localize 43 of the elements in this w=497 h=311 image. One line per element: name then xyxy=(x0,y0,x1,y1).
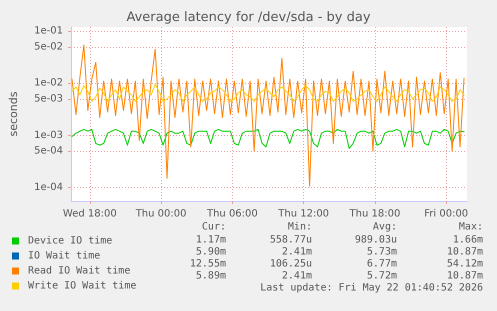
text: 10.87m xyxy=(446,246,483,258)
text: 5.89m xyxy=(196,270,226,282)
x-tick-label: Thu 12:00 xyxy=(277,208,330,220)
x-tick-label: Fri 00:00 xyxy=(424,208,468,220)
text: Last update: Fri May 22 01:40:52 2026 xyxy=(260,282,483,294)
line-series xyxy=(71,84,465,102)
text: 558.77u xyxy=(270,234,312,246)
legend-label: IO Wait time xyxy=(28,250,100,262)
chart-title: Average latency for /dev/sda - by day xyxy=(126,10,371,25)
text: 1.17m xyxy=(196,234,226,246)
legend-label: Read IO Wait time xyxy=(28,266,130,276)
line-series xyxy=(71,44,465,187)
text: 1.66m xyxy=(452,234,483,246)
y-tick-label: 5e-02 xyxy=(34,41,63,52)
legend-label: Device IO time xyxy=(28,236,112,246)
text: Min: xyxy=(288,222,312,232)
text: 54.12m xyxy=(446,258,483,270)
text: 5.73m xyxy=(366,246,397,258)
x-tick-label: Thu 18:00 xyxy=(348,208,400,220)
x-tick-label: Thu 06:00 xyxy=(206,208,258,220)
legend-label: Write IO Wait time xyxy=(28,280,136,292)
y-tick-label: 5e-03 xyxy=(34,93,63,104)
text: Max: xyxy=(458,222,483,232)
x-tick-label: Wed 18:00 xyxy=(62,208,117,220)
text: 106.25u xyxy=(270,258,312,270)
text: 2.41m xyxy=(282,246,312,258)
text: 5.72m xyxy=(366,270,397,282)
text: 5.90m xyxy=(196,246,226,258)
y-tick-label: 1e-03 xyxy=(34,130,63,141)
text: 12.55m xyxy=(190,258,226,270)
text: Cur: xyxy=(202,222,226,232)
line-series xyxy=(71,128,465,149)
text: Avg: xyxy=(372,222,397,232)
text: 989.03u xyxy=(354,234,397,246)
x-tick-label: Thu 00:00 xyxy=(134,208,186,220)
text: 10.87m xyxy=(446,270,483,282)
y-tick-label: 1e-04 xyxy=(34,182,63,193)
y-tick-label: 1e-02 xyxy=(34,78,63,89)
y-tick-label: 1e-01 xyxy=(34,26,63,37)
y-axis-title: seconds xyxy=(7,91,20,136)
y-tick-label: 5e-04 xyxy=(34,146,63,157)
text: 6.77m xyxy=(366,258,397,270)
text: 2.41m xyxy=(282,270,312,282)
